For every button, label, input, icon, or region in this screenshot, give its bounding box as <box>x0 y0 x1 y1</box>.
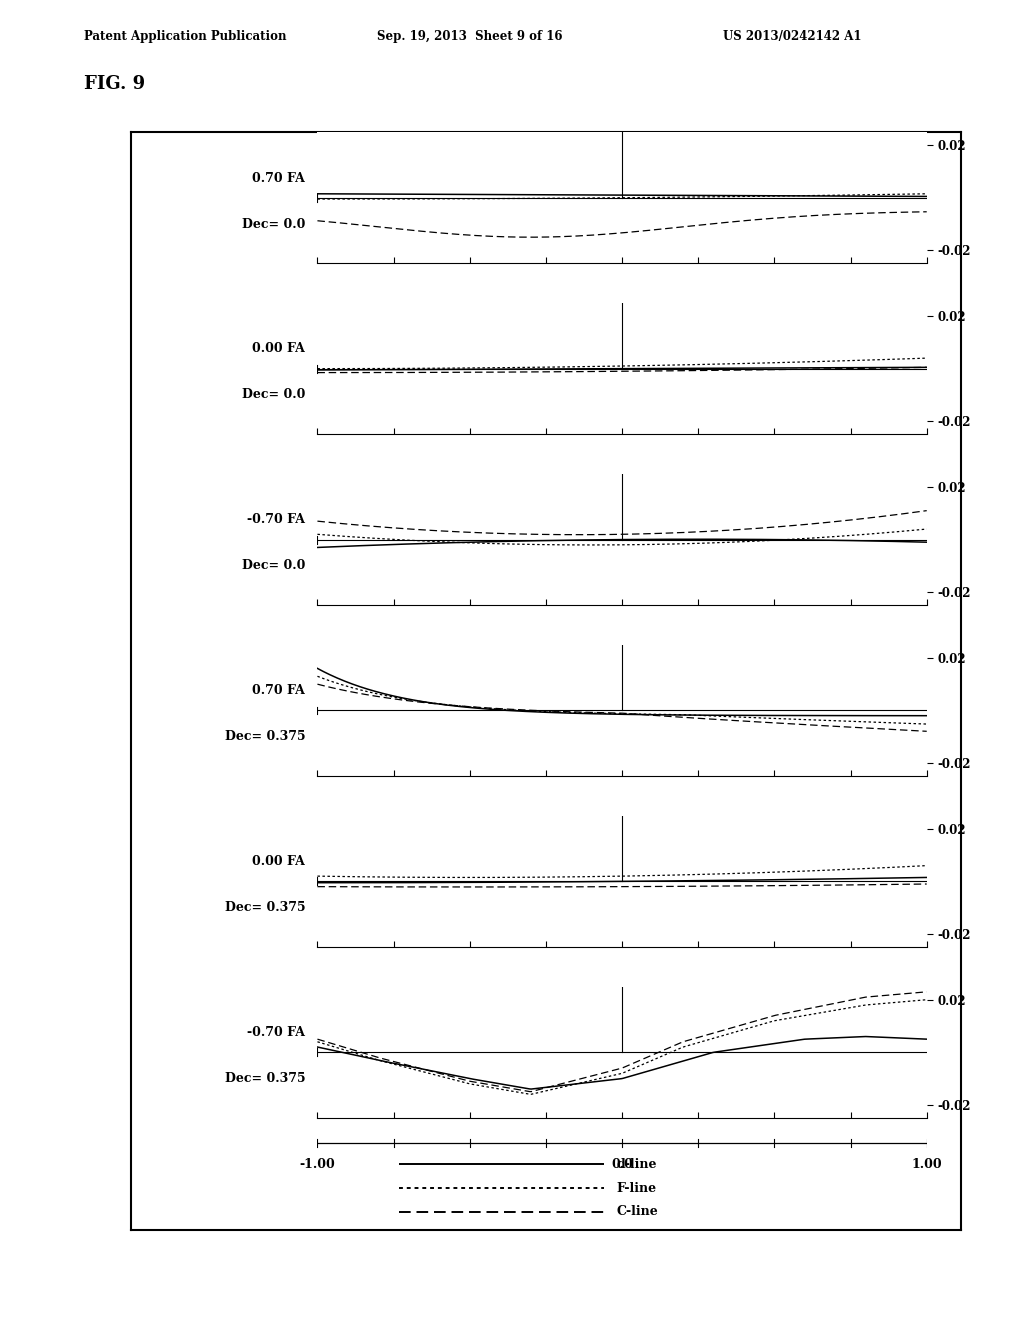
Text: 1.00: 1.00 <box>911 1158 942 1171</box>
Text: 0.00 FA: 0.00 FA <box>252 855 305 869</box>
Text: d-line: d-line <box>616 1158 657 1171</box>
Text: Dec= 0.375: Dec= 0.375 <box>224 902 305 915</box>
Text: -1.00: -1.00 <box>300 1158 335 1171</box>
Text: C-line: C-line <box>616 1205 658 1218</box>
Text: Dec= 0.0: Dec= 0.0 <box>242 218 305 231</box>
Text: 0.70 FA: 0.70 FA <box>252 684 305 697</box>
Text: Dec= 0.0: Dec= 0.0 <box>242 388 305 401</box>
Text: F-line: F-line <box>616 1181 656 1195</box>
Text: 0.70 FA: 0.70 FA <box>252 172 305 185</box>
Text: Patent Application Publication: Patent Application Publication <box>84 30 287 44</box>
Text: Sep. 19, 2013  Sheet 9 of 16: Sep. 19, 2013 Sheet 9 of 16 <box>377 30 562 44</box>
Text: FIG. 9: FIG. 9 <box>84 75 145 94</box>
Text: US 2013/0242142 A1: US 2013/0242142 A1 <box>723 30 861 44</box>
Text: Dec= 0.0: Dec= 0.0 <box>242 560 305 573</box>
Text: -0.70 FA: -0.70 FA <box>247 1026 305 1039</box>
Text: -0.70 FA: -0.70 FA <box>247 513 305 527</box>
Text: Dec= 0.375: Dec= 0.375 <box>224 730 305 743</box>
Text: 0.0: 0.0 <box>611 1158 633 1171</box>
Text: 0.00 FA: 0.00 FA <box>252 342 305 355</box>
Text: Dec= 0.375: Dec= 0.375 <box>224 1072 305 1085</box>
